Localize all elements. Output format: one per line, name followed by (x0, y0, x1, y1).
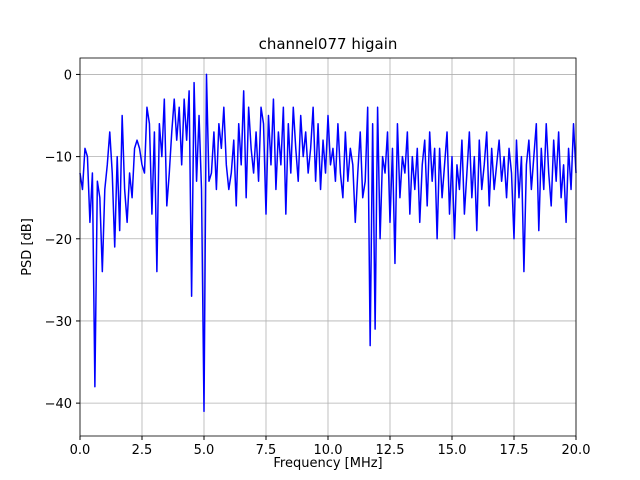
x-tick-label: 2.5 (132, 443, 153, 458)
x-tick-label: 12.5 (376, 443, 405, 458)
y-tick-label: −20 (45, 233, 72, 248)
x-tick-label: 0.0 (70, 443, 91, 458)
axes-frame (79, 57, 577, 437)
x-tick-label: 5.0 (194, 443, 215, 458)
y-tick-label: −30 (45, 315, 72, 330)
chart-title: channel077 higain (259, 35, 398, 53)
line-series (79, 73, 577, 413)
y-tick-label: −10 (45, 151, 72, 166)
y-tick-label: 0 (64, 68, 72, 83)
x-tick-label: 17.5 (500, 443, 529, 458)
x-tick-label: 15.0 (438, 443, 467, 458)
x-tick-label: 20.0 (562, 443, 591, 458)
y-tick-label: −40 (45, 397, 72, 412)
x-tick-label: 7.5 (256, 443, 277, 458)
x-tick-label: 10.0 (314, 443, 343, 458)
x-axis-label: Frequency [MHz] (273, 456, 382, 471)
y-axis-label: PSD [dB] (20, 218, 35, 276)
